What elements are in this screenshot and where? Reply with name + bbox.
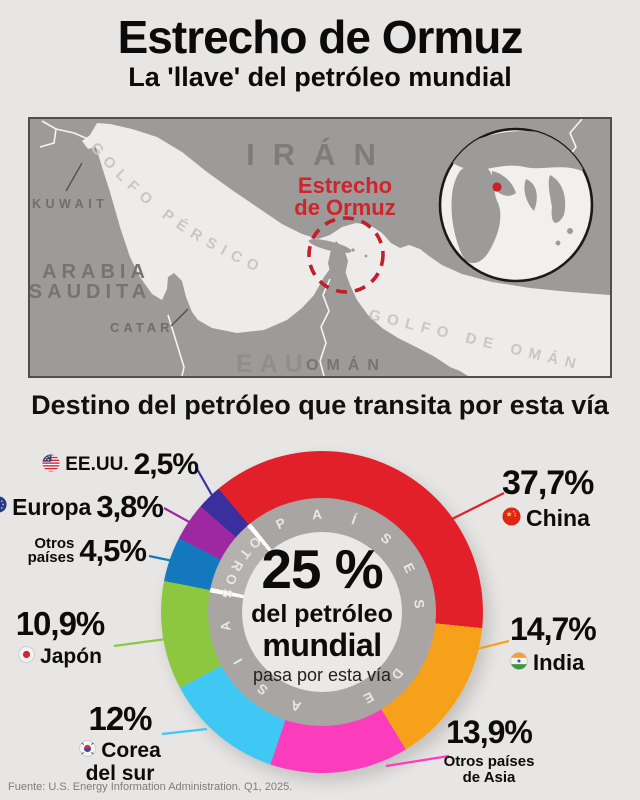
leader-line-india (468, 639, 510, 653)
legend-china-value: 37,7% (502, 464, 594, 502)
legend-otros-asia-label-line1: Otros países (443, 753, 535, 770)
country-label-iran: IRÁN (246, 137, 394, 172)
globe-inset (438, 127, 594, 283)
legend-china-label: China (526, 505, 590, 531)
legend-corea-value: 12% (88, 700, 152, 737)
donut-center (242, 532, 402, 692)
small-island (314, 240, 318, 244)
legend-japon-label: Japón (40, 645, 102, 668)
legend-china: 37,7% China (502, 464, 594, 532)
country-label-arabia-line1: ARABIA (42, 261, 150, 283)
globe-se-asia (548, 175, 566, 223)
leader-line-eeuu (196, 468, 214, 498)
legend-japon: 10,9% Japón (4, 605, 116, 669)
donut-center-text: 25 % del petróleo mundial pasa por esta … (222, 538, 422, 685)
legend-japon-value: 10,9% (15, 605, 106, 642)
page-title: Estrecho de Ormuz (117, 11, 524, 63)
small-island (336, 261, 342, 273)
legend-europa: Europa 3,8% (0, 489, 164, 525)
small-island (351, 248, 355, 252)
usa-flag-icon (42, 453, 60, 477)
globe-africa (451, 163, 501, 264)
label-pointer-lines (65, 162, 189, 327)
small-island (364, 254, 368, 258)
leader-line-japon (113, 637, 167, 648)
center-line2: del petróleo (251, 600, 393, 628)
country-label-kuwait: KUWAIT (32, 197, 108, 211)
legend-corea-label-line1: Corea (101, 739, 161, 762)
legend-india: 14,7% India (510, 611, 597, 676)
legend-otros-paises: Otros países 4,5% (27, 533, 147, 569)
legend-europa-label: Europa (12, 493, 92, 520)
strait-label-line2: de Ormuz (294, 195, 395, 220)
legend-eeuu-value: 2,5% (133, 448, 199, 481)
source-note: Fuente: U.S. Energy Information Administ… (8, 781, 293, 793)
legend-corea: 12% Corea del sur (74, 700, 166, 784)
south-korea-flag-icon (79, 740, 97, 762)
legend-europa-value: 3,8% (96, 489, 164, 524)
legend-eeuu: EE.UU. 2,5% (42, 448, 199, 482)
page-subtitle: La 'llave' del petróleo mundial (128, 62, 512, 92)
map-svg: IRÁN KUWAIT ARABIA SAUDITA CATAR EAU OMÁ… (29, 118, 610, 378)
globe-eurasia (448, 131, 585, 171)
section-title: Destino del petróleo que transita por es… (31, 390, 609, 420)
country-label-catar: CATAR (110, 320, 174, 335)
india-flag-icon (510, 651, 528, 675)
country-label-oman: OMÁN (306, 355, 387, 374)
legend-otros-label-line2: países (27, 549, 75, 566)
europe-flag-icon (0, 496, 7, 518)
leader-line-china (451, 492, 505, 520)
globe-location-dot (492, 182, 502, 192)
center-line3: mundial (262, 627, 382, 663)
country-label-eau: EAU (236, 350, 310, 376)
legend-otros-asia-label-line2: de Asia (462, 768, 516, 786)
musandam-peninsula (328, 241, 348, 276)
legend-india-value: 14,7% (510, 611, 597, 647)
leader-line-otros (148, 554, 174, 563)
leader-line-europa (163, 507, 192, 524)
legend-corea-label-line2: del sur (85, 762, 155, 785)
country-label-arabia-line2: SAUDITA (30, 281, 151, 303)
legend-eeuu-label: EE.UU. (65, 454, 129, 475)
center-headline: 25 % (261, 538, 383, 600)
strait-label-line1: Estrecho (298, 173, 392, 198)
legend-otros-asia: 13,9% Otros países de Asia (436, 714, 542, 786)
globe-india (524, 179, 537, 211)
legend-otros-asia-value: 13,9% (446, 714, 533, 750)
center-line4: pasa por esta vía (252, 665, 392, 685)
legend-otros-label-line1: Otros (34, 534, 75, 552)
legend-india-label: India (533, 650, 585, 675)
map: IRÁN KUWAIT ARABIA SAUDITA CATAR EAU OMÁ… (28, 117, 612, 378)
strait-dashed-circle (307, 216, 385, 294)
leader-line-corea (161, 727, 208, 736)
china-flag-icon (502, 506, 521, 531)
japan-flag-icon (18, 646, 35, 668)
leader-line-otros-asia (385, 754, 450, 768)
legend-otros-value: 4,5% (79, 533, 147, 568)
